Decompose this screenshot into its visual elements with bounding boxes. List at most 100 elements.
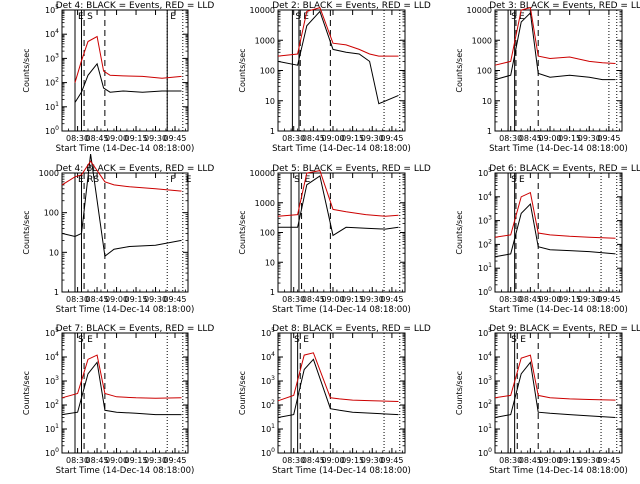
panel-title: Det 5: BLACK = Events, RED = LLD (272, 164, 431, 174)
x-tick-label: 09:45 (597, 134, 620, 143)
y-axis-label: Counts/sec (22, 210, 31, 254)
interval-label: F (170, 175, 175, 185)
y-tick-label: 101 (45, 101, 59, 112)
events-series-line (74, 62, 182, 103)
interval-label: S (511, 335, 517, 345)
y-tick-label: 104 (478, 191, 492, 202)
x-tick-label: 08:30 (66, 295, 89, 304)
interval-label: E (519, 12, 525, 22)
x-tick-label: 09:00 (538, 456, 561, 465)
panel-title: Det 3: BLACK = Events, RED = LLD (489, 1, 640, 11)
x-tick-label: 09:45 (380, 134, 403, 143)
y-tick-label: 102 (45, 77, 59, 88)
interval-label: E (303, 12, 309, 22)
x-tick-label: 09:00 (105, 295, 128, 304)
detector-panel-5: Det 5: BLACK = Events, RED = LLD 1 10 100 10… (238, 164, 431, 315)
x-tick-label: 09:00 (321, 456, 344, 465)
plot-frame (277, 332, 406, 454)
detector-panel-9: Det 9: BLACK = Events, RED = LLD 100 101 10… (455, 324, 640, 476)
interval-label: S (295, 12, 301, 22)
lld-series-line (61, 160, 182, 192)
interval-label: E (186, 175, 192, 185)
detector-panel-7: Det 7: BLACK = Events, RED = LLD 100 101 10… (22, 324, 214, 476)
x-tick-label: 08:45 (86, 134, 109, 143)
x-tick-label: 08:30 (282, 134, 305, 143)
lld-series-line (494, 191, 616, 239)
detector-panel-3: Det 3: BLACK = Events, RED = LLD 1 10 100 10… (455, 1, 640, 154)
y-axis-label: Counts/sec (455, 371, 464, 415)
x-tick-label: 08:30 (66, 134, 89, 143)
events-series-line (494, 202, 616, 258)
x-tick-label: 09:15 (125, 134, 148, 143)
y-tick-label: 100 (260, 67, 275, 76)
y-tick-label: 104 (45, 28, 59, 39)
x-tick-label: 09:30 (361, 295, 384, 304)
y-tick-label: 10 (265, 97, 275, 106)
x-tick-label: 09:15 (558, 456, 581, 465)
y-axis-label: Counts/sec (22, 371, 31, 415)
y-tick-label: 1000 (39, 169, 59, 178)
y-tick-label: 10 (265, 258, 275, 267)
y-axis-label: Counts/sec (455, 48, 464, 92)
x-tick-label: 09:30 (144, 295, 167, 304)
y-tick-label: 1 (487, 127, 492, 136)
x-tick-label: 09:45 (163, 295, 186, 304)
events-series-line (277, 358, 399, 418)
events-series-line (61, 154, 182, 258)
interval-label: RS (87, 175, 99, 185)
y-tick-label: 101 (261, 423, 275, 434)
lld-series-line (277, 170, 399, 217)
x-tick-label: 09:45 (597, 295, 620, 304)
y-tick-label: 102 (478, 238, 492, 249)
y-tick-label: 101 (478, 262, 492, 273)
y-tick-label: 100 (45, 125, 59, 136)
y-tick-label: 102 (45, 399, 59, 410)
y-tick-label: 103 (45, 52, 59, 63)
events-series-line (278, 175, 399, 237)
y-tick-label: 100 (45, 447, 59, 458)
x-tick-label: 09:45 (597, 456, 620, 465)
lld-series-line (74, 35, 182, 83)
x-tick-label: 09:30 (361, 456, 384, 465)
y-tick-label: 1 (54, 288, 59, 297)
x-tick-label: 09:00 (321, 134, 344, 143)
y-tick-label: 10000 (250, 6, 275, 15)
x-tick-label: 09:00 (538, 295, 561, 304)
y-tick-label: 10000 (250, 169, 275, 178)
lld-series-line (494, 6, 616, 66)
events-series-line (494, 11, 616, 81)
x-tick-label: 09:00 (321, 295, 344, 304)
x-tick-label: 09:30 (578, 456, 601, 465)
y-axis-label: Counts/sec (238, 210, 247, 254)
y-tick-label: 10 (49, 248, 59, 257)
y-tick-label: 104 (478, 351, 492, 362)
interval-label: S (294, 175, 300, 185)
plot-frame (61, 172, 189, 293)
y-tick-label: 105 (45, 327, 59, 338)
x-tick-label: 08:45 (86, 295, 109, 304)
y-tick-label: 104 (261, 351, 275, 362)
x-axis-label: Start Time (14-Dec-14 08:18:00) (272, 305, 411, 315)
plot-frame (61, 9, 189, 132)
panel-title: Det 6: BLACK = Events, RED = LLD (489, 164, 640, 174)
y-tick-label: 100 (477, 67, 492, 76)
y-tick-label: 1000 (255, 36, 275, 45)
y-tick-label: 105 (45, 4, 59, 15)
y-tick-label: 101 (478, 423, 492, 434)
x-tick-label: 09:00 (105, 456, 128, 465)
x-axis-label: Start Time (14-Dec-14 08:18:00) (56, 144, 195, 154)
y-tick-label: 100 (261, 447, 275, 458)
x-tick-label: 09:30 (578, 134, 601, 143)
x-tick-label: 08:45 (519, 295, 542, 304)
x-tick-label: 09:15 (341, 134, 364, 143)
panel-title: Det 4: BLACK = Events, RED = LLD (56, 164, 215, 174)
y-tick-label: 102 (261, 399, 275, 410)
lld-series-line (277, 6, 399, 57)
panel-title: Det 4: BLACK = Events, RED = LLD (56, 1, 215, 11)
x-tick-label: 08:45 (302, 295, 325, 304)
x-tick-label: 08:30 (499, 456, 522, 465)
detector-panel-2: Det 2: BLACK = Events, RED = LLD 1 10 100 10… (238, 1, 431, 154)
interval-label: E (78, 12, 84, 22)
y-tick-label: 1 (270, 127, 275, 136)
